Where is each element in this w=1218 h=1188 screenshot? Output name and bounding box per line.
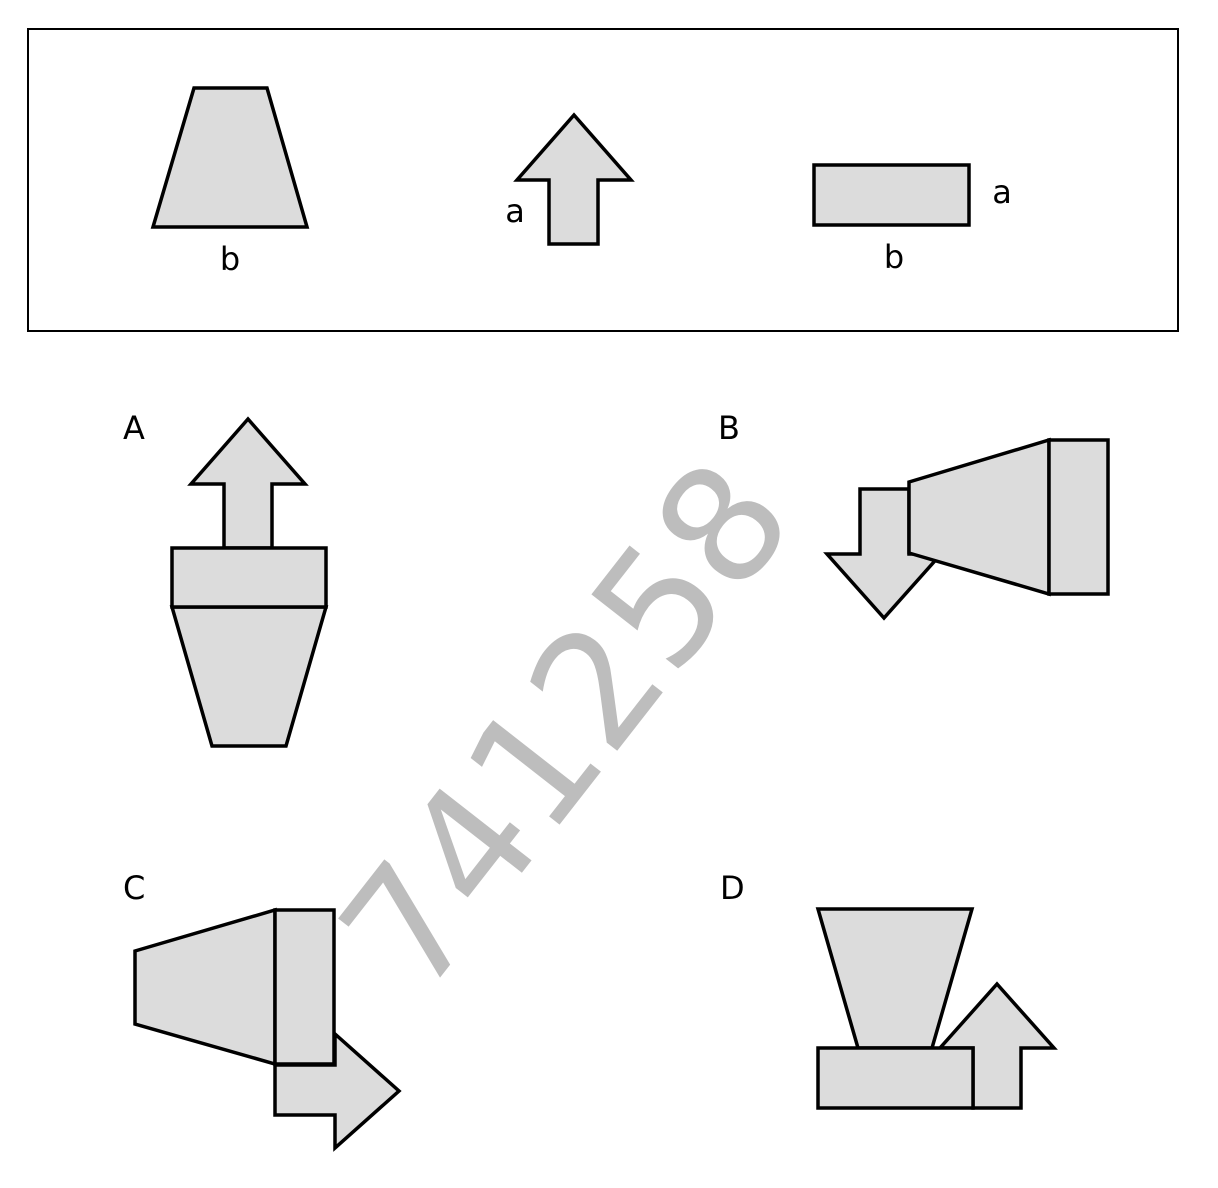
option-d-trapezoid bbox=[815, 907, 975, 1050]
reference-arrow bbox=[513, 112, 635, 246]
option-a-arrow bbox=[187, 416, 309, 550]
rectangle-bottom-label: b bbox=[884, 238, 904, 276]
option-a-trapezoid bbox=[169, 605, 329, 748]
option-c-label: C bbox=[123, 869, 145, 907]
arrow-label: a bbox=[505, 192, 525, 230]
option-d-figure[interactable] bbox=[815, 907, 1058, 1110]
option-a-label: A bbox=[123, 409, 145, 447]
option-b-figure[interactable] bbox=[823, 437, 1110, 621]
reference-trapezoid bbox=[150, 86, 310, 229]
option-c-figure[interactable] bbox=[133, 907, 402, 1152]
option-d-label: D bbox=[720, 869, 745, 907]
reference-panel bbox=[27, 28, 1179, 332]
option-d-rectangle bbox=[816, 1046, 975, 1110]
reference-rectangle bbox=[812, 163, 971, 227]
option-b-rectangle bbox=[1047, 438, 1110, 596]
option-a-rectangle bbox=[170, 546, 328, 609]
rectangle-side-label: a bbox=[992, 173, 1012, 211]
option-b-label: B bbox=[718, 409, 740, 447]
watermark-text: 741258 bbox=[305, 428, 828, 1024]
trapezoid-label: b bbox=[220, 240, 240, 278]
option-a-figure[interactable] bbox=[169, 416, 329, 748]
option-c-rectangle bbox=[273, 908, 336, 1066]
option-c-trapezoid bbox=[133, 907, 277, 1067]
option-b-trapezoid bbox=[907, 437, 1051, 597]
